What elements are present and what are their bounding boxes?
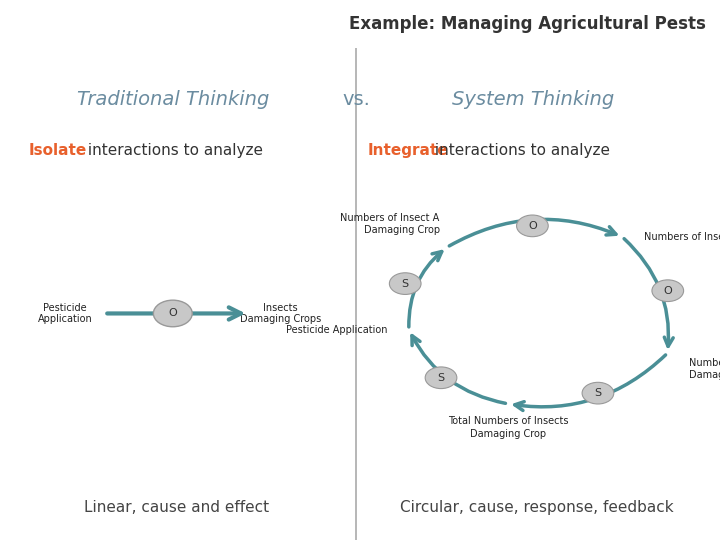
Text: interactions to analyze: interactions to analyze bbox=[83, 144, 263, 158]
FancyArrowPatch shape bbox=[624, 239, 673, 346]
Text: Numbers of Insect B: Numbers of Insect B bbox=[644, 232, 720, 242]
Text: Isolate: Isolate bbox=[29, 144, 87, 158]
Text: Circular, cause, response, feedback: Circular, cause, response, feedback bbox=[400, 501, 673, 516]
Text: Insects
Damaging Crops: Insects Damaging Crops bbox=[240, 302, 321, 324]
Text: S: S bbox=[438, 373, 444, 383]
Text: S: S bbox=[595, 388, 601, 398]
FancyArrowPatch shape bbox=[412, 336, 505, 403]
Text: Integrate: Integrate bbox=[367, 144, 448, 158]
Circle shape bbox=[153, 300, 192, 327]
Text: Total Numbers of Insects
Damaging Crop: Total Numbers of Insects Damaging Crop bbox=[448, 416, 569, 438]
FancyArrowPatch shape bbox=[409, 252, 442, 327]
Text: Traditional Thinking: Traditional Thinking bbox=[76, 90, 269, 109]
Text: interactions to analyze: interactions to analyze bbox=[430, 144, 610, 158]
Text: Systems Thinking: Systems Thinking bbox=[13, 15, 179, 33]
Text: O: O bbox=[663, 286, 672, 296]
Circle shape bbox=[426, 367, 457, 389]
Circle shape bbox=[582, 382, 613, 404]
FancyArrowPatch shape bbox=[449, 219, 616, 246]
Circle shape bbox=[652, 280, 683, 301]
Text: O: O bbox=[528, 221, 537, 231]
Text: System Thinking: System Thinking bbox=[451, 90, 614, 109]
Text: vs.: vs. bbox=[343, 90, 370, 109]
Text: Numbers of Insect B
Damaging Crop: Numbers of Insect B Damaging Crop bbox=[689, 358, 720, 380]
Text: S: S bbox=[402, 279, 409, 288]
Text: Linear, cause and effect: Linear, cause and effect bbox=[84, 501, 269, 516]
Text: Pesticide Application: Pesticide Application bbox=[286, 325, 387, 335]
Circle shape bbox=[390, 273, 421, 294]
Text: Pesticide
Application: Pesticide Application bbox=[37, 302, 92, 324]
Text: Example: Managing Agricultural Pests: Example: Managing Agricultural Pests bbox=[348, 15, 706, 33]
Text: O: O bbox=[168, 308, 177, 319]
Text: Numbers of Insect A
Damaging Crop: Numbers of Insect A Damaging Crop bbox=[341, 213, 440, 235]
Circle shape bbox=[516, 215, 548, 237]
FancyArrowPatch shape bbox=[515, 355, 665, 410]
